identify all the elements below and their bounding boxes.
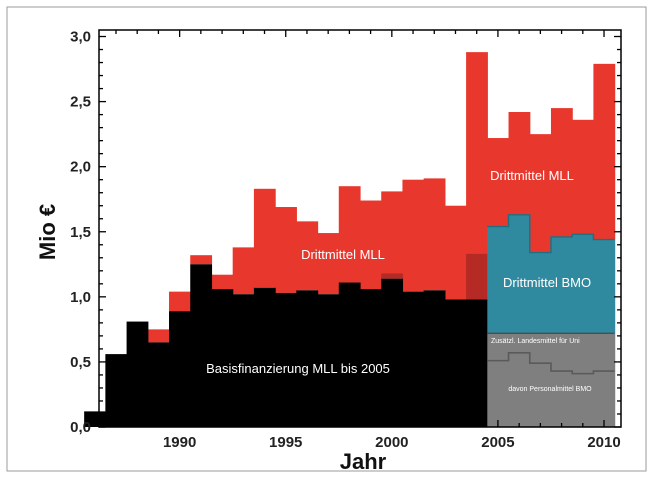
x-axis-label: Jahr (340, 449, 387, 474)
y-tick-label-2: 1,0 (70, 289, 91, 306)
bar-drittmittel-bmo-2008 (550, 236, 573, 334)
annotation-drittmittel-bmo: Drittmittel BMO (503, 275, 591, 290)
bar-basis-mll-1991 (190, 264, 213, 427)
bar-basis-mll-1989 (147, 342, 170, 427)
bar-basis-mll-1992 (211, 289, 234, 427)
bar-drittmittel-mll-1990 (169, 291, 191, 312)
bar-drittmittel-mll-1991 (190, 255, 213, 265)
bar-drittmittel-mll-2003 (444, 205, 467, 300)
y-tick-label-6: 3,0 (70, 29, 91, 46)
y-tick-label-3: 1,5 (70, 224, 91, 241)
bar-drittmittel-dark-2000 (381, 273, 404, 279)
bar-drittmittel-mll-2004 (466, 52, 488, 300)
bar-landesmittel-2007 (529, 333, 552, 427)
bar-basis-mll-1990 (169, 311, 191, 427)
bar-basis-mll-1998 (338, 282, 361, 427)
bar-drittmittel-mll-1997 (317, 233, 340, 295)
annotation-drittmittel-mll-mid: Drittmittel MLL (301, 247, 385, 262)
bar-basis-mll-1993 (232, 294, 255, 427)
y-tick-label-0: 0,0 (70, 419, 91, 436)
bar-drittmittel-mll-1999 (360, 200, 382, 290)
x-tick-label-0: 1990 (163, 434, 196, 451)
ticks-layer: 1990 1995 2000 2005 2010 0,0 0,5 1,0 1,5 2,0 2,5 3,… (70, 29, 621, 451)
bar-basis-mll-2004 (466, 299, 488, 427)
bar-drittmittel-mll-2008 (550, 108, 573, 237)
bar-drittmittel-mll-2002 (423, 178, 446, 291)
bar-basis-mll-1987 (105, 354, 128, 427)
bars-layer (84, 52, 616, 427)
bar-landesmittel-2010 (593, 333, 616, 427)
bar-drittmittel-mll-1989 (147, 329, 170, 343)
bar-drittmittel-mll-1994 (253, 188, 276, 288)
bar-drittmittel-bmo-2007 (529, 252, 552, 334)
y-tick-label-5: 2,5 (70, 94, 91, 111)
line-bmo-top (487, 214, 615, 254)
y-tick-label-1: 0,5 (70, 354, 91, 371)
y-tick-label-4: 2,0 (70, 159, 91, 176)
bar-landesmittel-2005 (487, 333, 510, 427)
bar-basis-mll-1986 (84, 411, 106, 427)
bar-drittmittel-mll-2005 (487, 138, 510, 227)
bar-drittmittel-mll-1995 (275, 207, 297, 293)
bar-drittmittel-mll-1998 (338, 186, 361, 283)
annotation-personalmittel: davon Personalmittel BMO (508, 386, 592, 393)
bar-drittmittel-mll-2007 (529, 134, 552, 253)
bar-basis-mll-2001 (402, 291, 425, 427)
bar-drittmittel-mll-2000 (381, 191, 404, 279)
y-axis-label: Mio € (35, 204, 60, 260)
bar-landesmittel-2006 (508, 333, 531, 427)
x-tick-label-1: 1995 (269, 434, 302, 451)
bar-basis-mll-1988 (126, 321, 149, 427)
bar-basis-mll-2003 (444, 299, 467, 427)
bar-landesmittel-2008 (550, 333, 573, 427)
bar-drittmittel-mll-2001 (402, 179, 425, 292)
bar-drittmittel-mll-1993 (232, 247, 255, 295)
bar-drittmittel-bmo-2005 (487, 226, 510, 334)
bar-drittmittel-mll-1996 (296, 221, 319, 291)
line-personalmittel-bmo (487, 352, 615, 375)
x-tick-label-4: 2010 (587, 434, 620, 451)
bar-basis-mll-1999 (360, 289, 382, 427)
bar-drittmittel-dark-2004 (466, 253, 488, 300)
bar-basis-mll-2000 (381, 278, 404, 427)
bar-basis-mll-2002 (423, 290, 446, 427)
bar-drittmittel-mll-2009 (572, 119, 595, 235)
bar-basis-mll-1994 (253, 287, 276, 427)
plot-frame (98, 29, 622, 428)
bar-drittmittel-mll-2006 (508, 112, 531, 215)
annotation-basis: Basisfinanzierung MLL bis 2005 (206, 361, 390, 376)
bar-basis-mll-1995 (275, 292, 297, 427)
bar-drittmittel-bmo-2010 (593, 239, 616, 334)
bar-drittmittel-mll-2010 (593, 63, 616, 240)
bar-drittmittel-bmo-2006 (508, 214, 531, 334)
bar-drittmittel-mll-1992 (211, 274, 234, 290)
annotation-landesmittel: Zusätzl. Landesmittel für Uni (491, 338, 580, 345)
bar-drittmittel-bmo-2009 (572, 234, 595, 334)
bar-basis-mll-1996 (296, 290, 319, 427)
bar-landesmittel-2009 (572, 333, 595, 427)
annotation-drittmittel-mll-right: Drittmittel MLL (490, 168, 574, 183)
bar-basis-mll-1997 (317, 294, 340, 427)
x-tick-label-2: 2000 (375, 434, 408, 451)
x-tick-label-3: 2005 (481, 434, 514, 451)
